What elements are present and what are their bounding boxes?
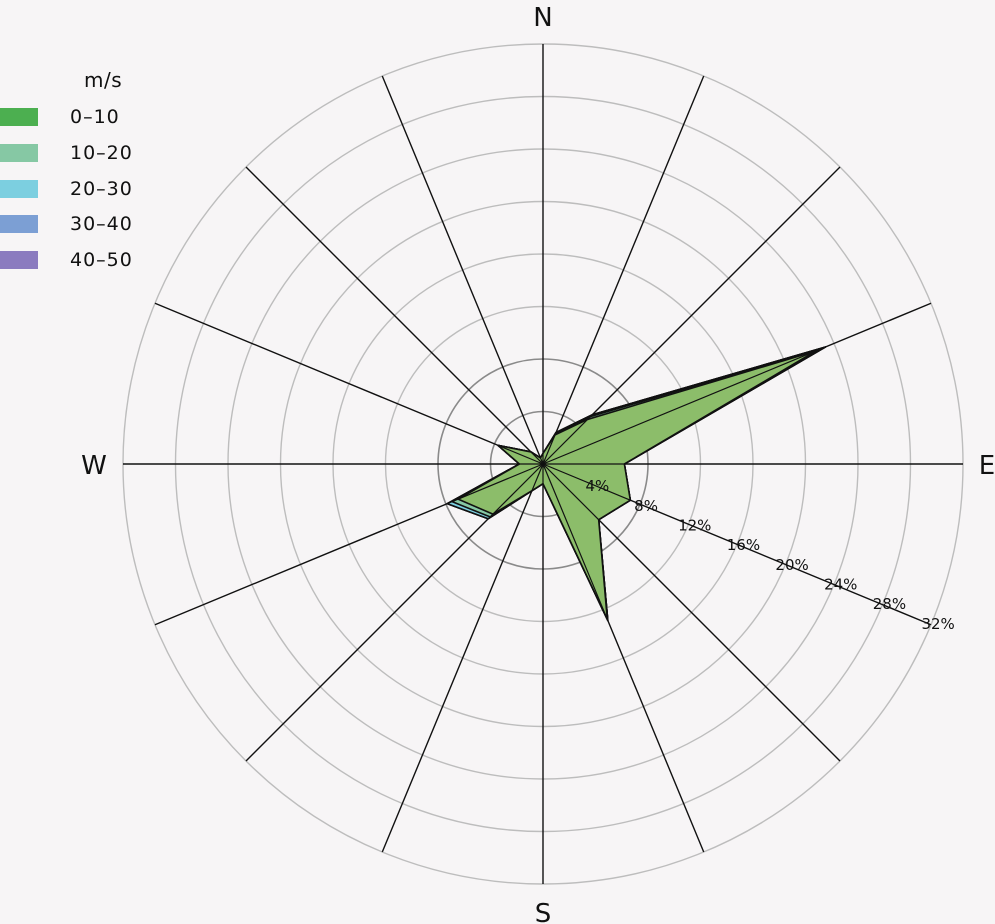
inner-spoke	[531, 463, 544, 491]
legend-label: 30–40	[70, 213, 133, 235]
compass-label-e: E	[979, 451, 995, 481]
spoke-ssw	[381, 463, 544, 853]
legend-item: 20–30	[0, 178, 140, 200]
radial-tick-label: 32%	[921, 615, 954, 633]
compass-label-w: W	[81, 451, 107, 481]
legend-swatch	[0, 180, 38, 198]
legend-item: 30–40	[0, 213, 140, 235]
compass-labels: N E S W	[81, 3, 995, 924]
area-0–10	[457, 350, 817, 621]
inner-spoke	[530, 451, 544, 465]
inner-spoke	[542, 463, 631, 501]
inner-spoke	[542, 463, 600, 521]
spoke-wnw	[154, 302, 544, 465]
compass-label-s: S	[535, 899, 552, 924]
legend-item: 10–20	[0, 142, 140, 164]
legend-label: 0–10	[70, 106, 120, 128]
legend-swatch	[0, 144, 38, 162]
legend-label: 20–30	[70, 178, 133, 200]
spoke-nw	[245, 166, 544, 465]
wind-speed-areas	[446, 346, 827, 622]
inner-spoke	[542, 463, 609, 621]
radial-tick-label: 8%	[634, 497, 658, 515]
legend-swatch	[0, 108, 38, 126]
inner-spoke	[542, 414, 593, 465]
legend-swatch	[0, 251, 38, 269]
legend-item: 0–10	[0, 106, 140, 128]
spoke-nnw	[381, 75, 544, 465]
legend-label: 40–50	[70, 249, 133, 271]
legend-swatch	[0, 215, 38, 233]
radial-tick-label: 20%	[775, 556, 808, 574]
inner-spoke	[542, 432, 557, 465]
radial-tick-label: 28%	[873, 595, 906, 613]
inner-spoke	[497, 444, 544, 465]
legend-label: 10–20	[70, 142, 133, 164]
compass-label-n: N	[533, 3, 552, 33]
legend-item: 40–50	[0, 249, 140, 271]
inner-spoke	[539, 457, 544, 465]
radial-tick-label: 12%	[678, 516, 711, 534]
radial-tick-labels: 4% 8% 12% 16% 20% 24% 28% 32%	[585, 477, 954, 633]
radial-tick-label: 16%	[727, 536, 760, 554]
inner-spoke	[446, 463, 544, 505]
spoke-nne	[542, 75, 705, 465]
inner-spoke	[487, 463, 544, 520]
radial-tick-label: 4%	[585, 477, 609, 495]
radial-tick-label: 24%	[824, 575, 857, 593]
inner-spoke	[542, 346, 826, 465]
legend-title: m/s	[84, 68, 123, 92]
